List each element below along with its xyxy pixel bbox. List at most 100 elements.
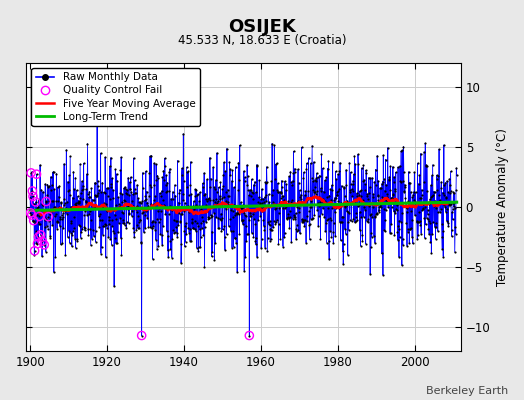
Point xyxy=(432,204,440,211)
Point xyxy=(367,234,376,240)
Point xyxy=(109,187,117,193)
Point xyxy=(75,223,84,229)
Point xyxy=(425,220,434,227)
Point xyxy=(251,238,259,244)
Point xyxy=(200,170,209,176)
Point xyxy=(264,203,272,209)
Point xyxy=(424,216,432,222)
Point xyxy=(451,205,460,211)
Point xyxy=(140,197,149,204)
Point xyxy=(231,212,239,218)
Point xyxy=(31,199,40,205)
Point xyxy=(80,227,89,234)
Point xyxy=(191,192,200,199)
Point xyxy=(379,272,387,278)
Point xyxy=(46,235,54,241)
Point xyxy=(313,188,321,194)
Point xyxy=(403,243,411,249)
Point xyxy=(167,196,176,202)
Point xyxy=(307,204,315,210)
Point xyxy=(169,196,177,202)
Point xyxy=(358,232,366,238)
Point xyxy=(139,209,147,215)
Point xyxy=(38,238,47,244)
Point xyxy=(186,182,194,189)
Point xyxy=(100,200,108,207)
Point xyxy=(194,223,202,229)
Point xyxy=(351,161,359,167)
Point xyxy=(423,211,432,217)
Point xyxy=(286,208,294,214)
Point xyxy=(39,202,48,208)
Point xyxy=(153,246,161,252)
Point xyxy=(138,170,147,176)
Point xyxy=(321,228,330,234)
Point xyxy=(30,252,38,258)
Point xyxy=(245,332,254,339)
Point xyxy=(328,187,336,194)
Point xyxy=(441,204,449,210)
Point xyxy=(133,208,141,215)
Point xyxy=(226,172,234,178)
Point xyxy=(389,208,398,214)
Point xyxy=(134,213,143,219)
Point xyxy=(178,165,186,172)
Point xyxy=(371,213,379,219)
Point xyxy=(130,186,139,192)
Point xyxy=(139,206,148,212)
Point xyxy=(241,212,249,218)
Point xyxy=(301,216,309,223)
Point xyxy=(182,220,190,226)
Point xyxy=(395,218,403,224)
Point xyxy=(278,192,287,199)
Point xyxy=(407,225,416,232)
Point xyxy=(283,214,292,221)
Point xyxy=(85,211,93,217)
Point xyxy=(312,175,321,181)
Point xyxy=(316,202,324,208)
Point xyxy=(440,142,448,148)
Point xyxy=(364,203,373,210)
Point xyxy=(380,227,388,234)
Point xyxy=(128,203,137,209)
Point xyxy=(318,210,326,217)
Point xyxy=(242,222,250,229)
Point xyxy=(406,207,414,214)
Point xyxy=(308,142,316,149)
Point xyxy=(42,198,50,205)
Point xyxy=(182,164,191,170)
Point xyxy=(75,199,84,205)
Point xyxy=(41,198,50,204)
Point xyxy=(282,203,290,209)
Point xyxy=(332,194,341,201)
Point xyxy=(71,174,80,181)
Point xyxy=(408,194,417,201)
Point xyxy=(50,204,59,210)
Point xyxy=(300,223,309,230)
Point xyxy=(308,216,316,222)
Point xyxy=(171,192,180,199)
Point xyxy=(105,163,114,169)
Point xyxy=(79,186,88,192)
Point xyxy=(304,155,313,161)
Point xyxy=(343,208,351,214)
Point xyxy=(404,198,412,204)
Point xyxy=(394,237,402,243)
Point xyxy=(422,215,431,222)
Point xyxy=(125,210,134,217)
Point xyxy=(100,204,108,211)
Point xyxy=(263,248,271,254)
Point xyxy=(266,218,274,225)
Point xyxy=(198,214,206,220)
Point xyxy=(64,187,73,193)
Point xyxy=(413,218,421,224)
Point xyxy=(35,197,43,204)
Point xyxy=(187,159,195,165)
Point xyxy=(376,185,384,191)
Point xyxy=(343,202,351,208)
Point xyxy=(287,239,296,246)
Point xyxy=(64,188,72,194)
Point xyxy=(148,256,157,262)
Point xyxy=(196,206,205,212)
Point xyxy=(107,242,116,248)
